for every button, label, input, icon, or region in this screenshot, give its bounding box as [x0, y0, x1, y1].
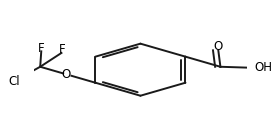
- Text: Cl: Cl: [8, 75, 20, 88]
- Text: F: F: [59, 43, 66, 56]
- Text: O: O: [62, 68, 71, 81]
- Text: O: O: [214, 40, 223, 53]
- Text: F: F: [38, 42, 45, 55]
- Text: OH: OH: [254, 61, 272, 74]
